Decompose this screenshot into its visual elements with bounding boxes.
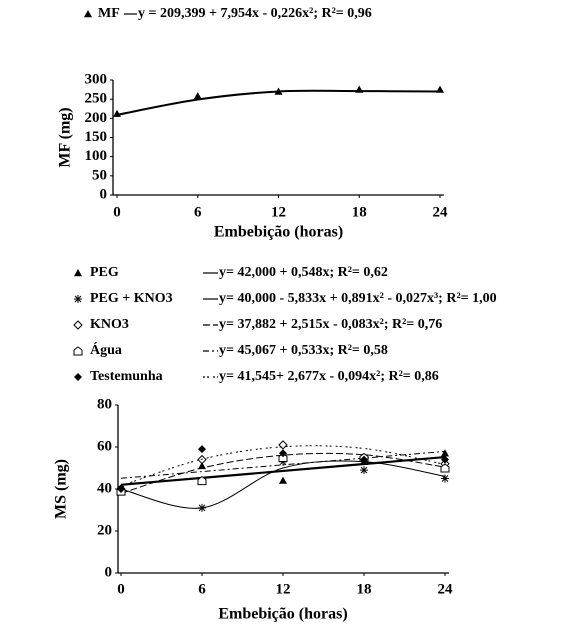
data-point (193, 92, 202, 100)
x-tick-label: 24 (433, 204, 449, 220)
data-point (279, 476, 287, 484)
y-tick-label: 300 (85, 71, 108, 87)
legend-equation: y = 209,399 + 7,954x - 0,226x²; R²= 0,96 (138, 6, 372, 21)
data-point (274, 87, 283, 95)
data-point (113, 109, 121, 117)
data-point (198, 445, 206, 454)
y-tick-label: 80 (97, 396, 112, 412)
data-point (117, 485, 125, 493)
data-point (360, 466, 368, 475)
y-tick-label: 40 (97, 480, 112, 496)
data-point (198, 461, 206, 470)
data-point (436, 85, 444, 93)
data-point (441, 449, 449, 457)
legend-name: PEG + KNO3 (90, 291, 173, 306)
x-tick-label: 12 (276, 581, 291, 597)
legend-equation: y= 41,545+ 2,677x - 0,094x²; R²= 0,86 (219, 369, 439, 384)
x-tick-label: 18 (357, 581, 372, 597)
trend-line (120, 455, 446, 486)
y-axis-title: MS (mg) (53, 459, 70, 519)
y-tick-label: 0 (100, 186, 108, 202)
legend-name: PEG (90, 265, 119, 280)
legend-equation: y= 42,000 + 0,548x; R²= 0,62 (219, 265, 388, 280)
x-tick-label: 18 (352, 204, 367, 220)
legend-name: KNO3 (90, 317, 129, 332)
legend-marker (73, 346, 83, 356)
y-tick-label: 100 (85, 148, 108, 164)
y-axis-title: MF (mg) (57, 107, 74, 167)
data-point (440, 463, 450, 473)
trend-line (120, 460, 446, 509)
legend-equation: y= 40,000 - 5,833x + 0,891x² - 0,027x³; … (219, 291, 497, 306)
legend-equation: y= 45,067 + 0,533x; R²= 0,58 (219, 343, 388, 358)
y-tick-label: 20 (97, 522, 112, 538)
data-point (355, 85, 364, 93)
x-tick-label: 0 (113, 204, 121, 220)
data-point (360, 455, 368, 464)
data-point (441, 455, 449, 464)
trend-line (120, 450, 446, 479)
x-axis-title: Embebição (horas) (218, 606, 347, 623)
x-axis-title: Embebição (horas) (214, 224, 343, 241)
legend-marker (74, 373, 82, 381)
y-tick-label: 150 (85, 129, 108, 145)
legend-name: MF (98, 6, 120, 21)
data-point (278, 452, 288, 462)
legend-marker (74, 295, 82, 303)
x-tick-label: 6 (198, 581, 206, 597)
y-tick-label: 0 (105, 564, 113, 580)
x-tick-label: 6 (194, 204, 202, 220)
legend-equation: y= 37,882 + 2,515x - 0,083x²; R²= 0,76 (219, 317, 442, 332)
data-point (278, 440, 288, 450)
data-point (198, 503, 206, 512)
y-tick-label: 60 (97, 438, 112, 454)
y-tick-label: 250 (85, 91, 108, 107)
data-point (441, 474, 449, 483)
x-tick-label: 24 (438, 581, 454, 597)
x-tick-label: 0 (117, 581, 125, 597)
legend-marker (84, 10, 92, 18)
trend-line (120, 445, 446, 487)
y-tick-label: 50 (92, 167, 107, 183)
legend-name: Testemunha (90, 369, 163, 384)
x-tick-label: 12 (271, 204, 286, 220)
data-point (197, 475, 207, 486)
legend-name: Água (90, 341, 122, 358)
data-point (279, 449, 287, 458)
legend-marker (74, 269, 82, 277)
legend-marker (73, 320, 83, 330)
y-tick-label: 200 (85, 110, 108, 126)
